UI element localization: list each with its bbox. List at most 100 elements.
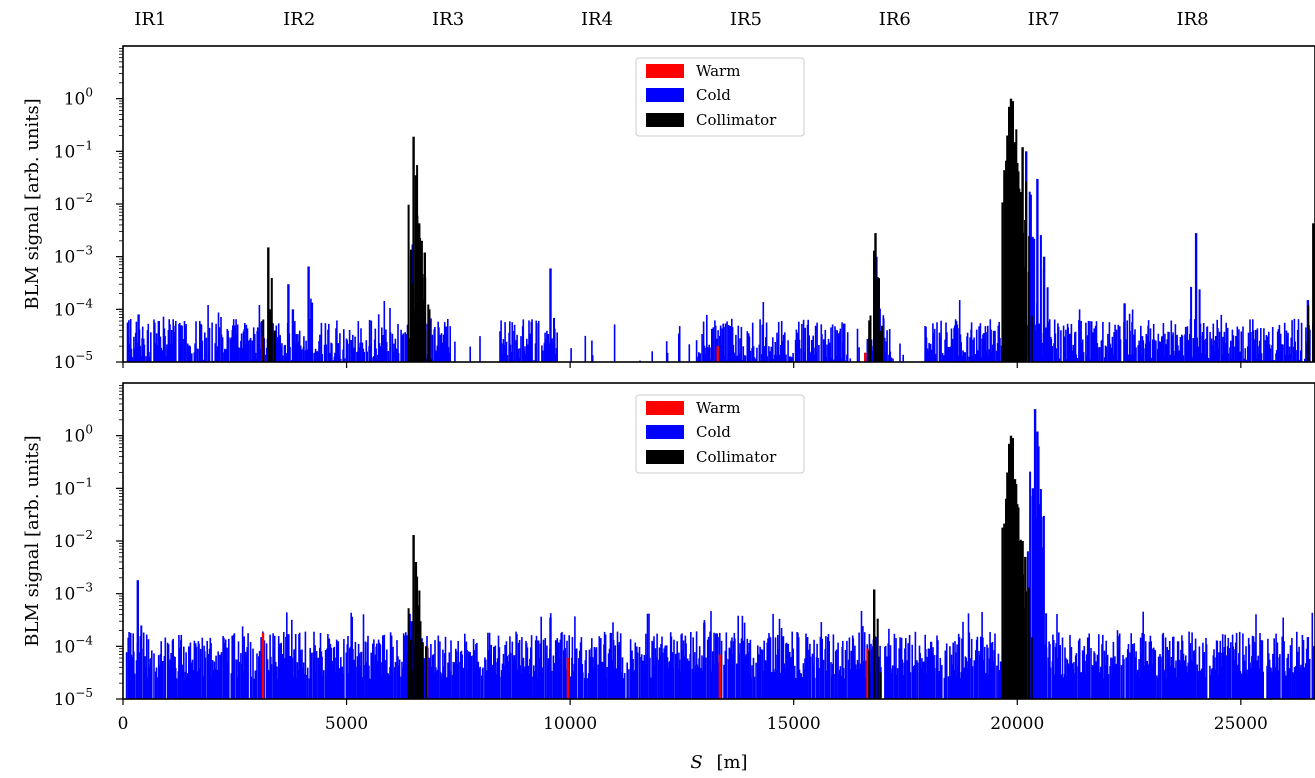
bar-cold-bg <box>214 668 216 699</box>
bar-cold-bg <box>1098 672 1101 699</box>
bar-cold-bg <box>159 336 162 362</box>
bar-cold-bg <box>475 644 477 699</box>
bar-cold-bg <box>148 667 150 699</box>
bar-cold-bg <box>396 640 398 699</box>
bar-cold-bg <box>396 348 398 362</box>
bar-cold-bg <box>807 319 809 362</box>
bar-cold-bg <box>787 340 789 362</box>
bar-cold-bg <box>1256 660 1259 699</box>
bar-cold-bg <box>356 656 359 699</box>
bar-cold-bg <box>665 651 667 699</box>
bar-cold-bg <box>797 637 800 699</box>
bar-cold-bg <box>454 341 456 362</box>
bar-cold-bg <box>775 670 777 699</box>
bar-cold-bg <box>1193 650 1196 699</box>
bar-cold-bg <box>241 626 244 699</box>
bar-cold-bg <box>902 675 904 699</box>
bar-cold-bg <box>678 326 681 362</box>
bar-collimator-side <box>1027 271 1030 362</box>
bar-cold-bg <box>1258 668 1260 699</box>
bar-cold-bg <box>402 333 405 362</box>
bar-cold-bg <box>1230 642 1232 699</box>
bottom-panel-ylabel: BLM signal [arb. units] <box>22 435 43 646</box>
bar-cold-bg <box>702 321 705 362</box>
bar-collimator-side <box>1003 170 1006 362</box>
bar-cold-bg <box>1264 340 1267 362</box>
bar-cold-bg <box>1078 638 1081 699</box>
bar-cold-bg <box>835 649 838 699</box>
bar-cold-bg <box>1232 335 1235 362</box>
bar-cold-bg <box>542 350 544 362</box>
bar-cold-bg <box>382 335 385 362</box>
bar-cold-bg <box>206 640 208 699</box>
bar-cold-bg <box>173 656 175 699</box>
bar-collimator-side <box>1011 227 1014 362</box>
bar-cold-bg <box>611 659 613 699</box>
bar-cold-bg <box>224 348 226 362</box>
bar-cold-bg <box>1094 325 1097 362</box>
bar-cold-bg <box>814 325 817 362</box>
bar-collimator-side <box>1030 637 1033 699</box>
bar-cold-bg <box>199 648 202 699</box>
bar-cold-bg <box>586 678 588 699</box>
bar-cold-bg <box>711 671 713 699</box>
bar-cold-bg <box>1098 347 1101 362</box>
bar-cold-bg <box>970 322 973 362</box>
bar-cold-bg <box>1149 328 1152 362</box>
bar-cold-bg <box>757 654 760 699</box>
bar-cold-bg <box>178 635 180 699</box>
bar-cold-bg <box>762 671 764 699</box>
bar-collimator-side <box>1003 523 1006 699</box>
bar-cold-bg <box>166 642 169 699</box>
bar-cold-bg <box>497 635 500 699</box>
bar-cold-bg <box>518 357 521 362</box>
y-tick-exponent: −3 <box>75 244 93 258</box>
bar-cold-bg <box>956 644 958 699</box>
bar-cold-bg <box>899 637 901 699</box>
bar-cold-bg <box>652 641 654 699</box>
bar-cold-bg <box>740 327 743 362</box>
x-tick-label: 0 <box>118 714 129 734</box>
bar-cold-bg <box>328 638 331 699</box>
bar-cold-bg <box>443 322 446 362</box>
bar-cold-bg <box>984 326 987 362</box>
bar-cold-bg <box>1196 664 1198 699</box>
bar-cold-bg <box>713 632 715 699</box>
bar-cold-bg <box>946 332 948 362</box>
bar-cold-bg <box>811 344 814 362</box>
legend-collimator-swatch <box>646 450 684 464</box>
bar-cold-bg <box>504 645 506 699</box>
bar-cold-bg <box>406 635 408 699</box>
bar-cold-bg <box>1177 641 1180 699</box>
legend-warm-label: Warm <box>696 399 740 417</box>
bar-cold-bg <box>1143 348 1145 362</box>
bar-collimator <box>1018 204 1021 362</box>
bar-cold-bg <box>373 356 375 362</box>
bar-cold-bg <box>552 655 555 699</box>
bar-cold-side <box>302 347 305 362</box>
bar-cold-bg <box>326 648 328 699</box>
bar-cold-bg <box>384 664 386 699</box>
bar-collimator <box>269 309 272 362</box>
bar-collimator <box>419 621 422 699</box>
bar-cold-bg <box>1120 665 1123 699</box>
bar-cold-bg <box>211 660 214 699</box>
bar-cold-bg <box>673 639 675 699</box>
bar-cold-bg <box>818 345 820 362</box>
bar-cold-bg <box>232 658 234 699</box>
bar-cold-bg <box>727 359 729 362</box>
bar-cold-bg <box>667 668 669 699</box>
bar-cold-bg <box>663 648 665 699</box>
bar-cold-bg <box>305 340 307 362</box>
bar-cold-bg <box>369 678 371 699</box>
bar-cold-bg <box>759 646 761 699</box>
bar-cold-bg <box>401 334 404 362</box>
bar-cold-bg <box>706 347 709 362</box>
bar-cold-bg <box>202 676 204 699</box>
bar-cold-bg <box>899 343 901 362</box>
bar-cold-bg <box>779 672 781 699</box>
bar-cold-bg <box>755 662 757 699</box>
bar-cold-bg <box>443 666 445 699</box>
bar-cold-bg <box>253 678 255 699</box>
bar-cold-bg <box>985 673 987 699</box>
